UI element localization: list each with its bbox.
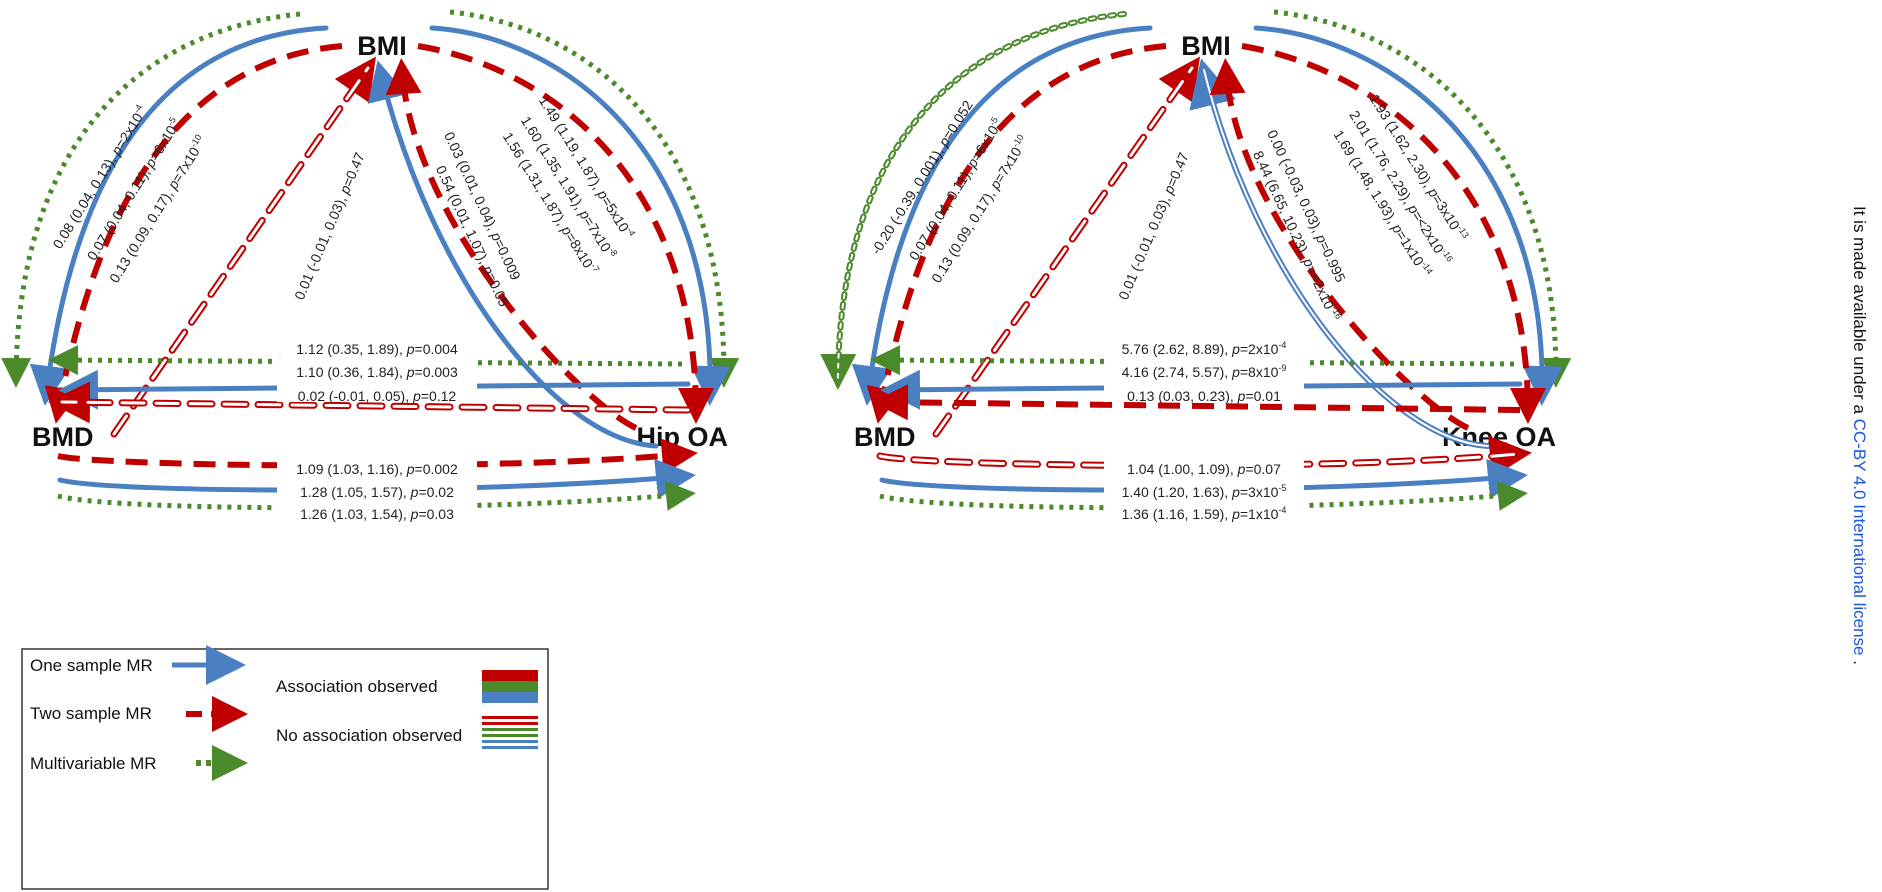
license-side-text: It is made available under a CC-BY 4.0 I… — [1850, 206, 1869, 665]
legend-one-sample-label: One sample MR — [30, 656, 153, 675]
label-bmd-oa-two: 1.04 (1.00, 1.09), p=0.07 — [1127, 461, 1281, 477]
arrow-bmd-bmi-inner — [934, 66, 1194, 436]
label-oa-bmd-multi: 1.12 (0.35, 1.89), p=0.004 — [296, 341, 458, 357]
label-bmd-oa-multi: 1.36 (1.16, 1.59), p=1x10-4 — [1122, 505, 1287, 522]
legend-two-sample-label: Two sample MR — [30, 704, 152, 723]
arrow-bmi-oa-multi — [1273, 9, 1572, 388]
label-bg — [277, 383, 477, 402]
arrow-bmi-oa-multi — [449, 9, 740, 388]
label-bg — [1104, 501, 1304, 520]
license-side-link[interactable]: CC-BY 4.0 International license — [1850, 419, 1869, 656]
legend-no-association-swatch — [482, 716, 538, 749]
arrow-bmi-bmd-two — [44, 43, 343, 424]
arrow-bmi-bmd-multi — [1, 11, 301, 388]
label-oa-bmd-multi: 5.76 (2.62, 8.89), p=2x10-4 — [1122, 340, 1287, 357]
arrow-bmi-bmd-two — [866, 43, 1167, 424]
arrow-oa-bmd-two-inner — [60, 400, 690, 412]
label-bg — [1104, 383, 1304, 402]
label-bg — [1104, 456, 1304, 475]
legend: One sample MR Two sample MR Multivariabl… — [21, 645, 549, 890]
label-bg — [1104, 479, 1304, 498]
license-side-black: It is made available under a — [1850, 206, 1869, 414]
node-bmi: BMI — [1181, 31, 1231, 61]
arrow-bmd-bmi-inner — [112, 66, 370, 436]
label-bmd-oa-one: 1.28 (1.05, 1.57), p=0.02 — [300, 484, 454, 500]
label-oa-bmd-one: 1.10 (0.36, 1.84), p=0.003 — [296, 364, 458, 380]
label-oa-bmd-two: 0.13 (0.03, 0.23), p=0.01 — [1127, 388, 1281, 404]
label-bg — [277, 456, 477, 475]
node-bmd: BMD — [32, 422, 94, 452]
arrow-bmd-oa-two-inner — [878, 452, 1520, 468]
node-bmi: BMI — [357, 31, 407, 61]
arrow-oa-bmd-two — [872, 384, 1521, 421]
label-bg — [1104, 336, 1304, 355]
label-oa-bmd-two: 0.02 (-0.01, 0.05), p=0.12 — [298, 388, 457, 404]
label-bmd-bmi: 0.01 (-0.01, 0.03), p=0.47 — [1115, 150, 1192, 302]
label-bmd-oa-two: 1.09 (1.03, 1.16), p=0.002 — [296, 461, 458, 477]
license-side-end: . — [1850, 660, 1869, 665]
label-bmd-oa-multi: 1.26 (1.03, 1.54), p=0.03 — [300, 506, 454, 522]
arrow-bmi-bmd-one — [851, 25, 1153, 406]
legend-box — [21, 648, 549, 890]
label-bmd-bmi: 0.01 (-0.01, 0.03), p=0.47 — [291, 150, 368, 302]
label-bg — [1104, 359, 1304, 378]
label-bmd-oa-one: 1.40 (1.20, 1.63), p=3x10-5 — [1122, 483, 1287, 500]
arrow-bmi-oa-two — [417, 43, 714, 424]
arrow-bmi-bmd-one — [29, 25, 329, 406]
legend-association-label: Association observed — [276, 677, 438, 696]
arrow-bmi-bmd-multi-inner — [837, 13, 1125, 379]
arrow-oa-bmi-one — [367, 60, 659, 449]
node-bmd: BMD — [854, 422, 916, 452]
arrow-bmi-oa-two — [1241, 43, 1546, 424]
arrow-bmd-oa-multi — [57, 480, 696, 511]
label-bg — [277, 359, 477, 378]
legend-no-association-label: No association observed — [276, 726, 462, 745]
arrow-oa-bmi-one-inner — [1203, 69, 1489, 447]
label-oa-bmd-one: 4.16 (2.74, 5.57), p=8x10-9 — [1122, 363, 1287, 380]
label-bg — [277, 501, 477, 520]
legend-association-swatch — [482, 670, 538, 703]
label-bg — [277, 479, 477, 498]
arrow-bmi-oa-one — [1253, 25, 1563, 406]
arrow-bmi-oa-one — [429, 25, 731, 406]
legend-multivariable-label: Multivariable MR — [30, 754, 157, 773]
label-bg — [277, 336, 477, 355]
